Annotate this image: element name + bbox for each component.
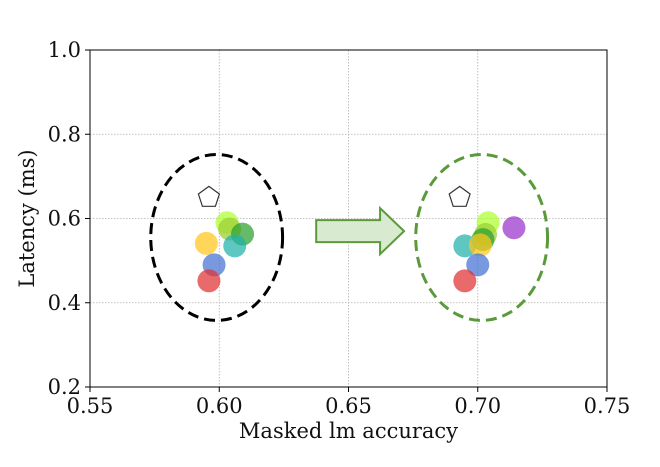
pentagon-markers [197, 185, 471, 207]
x-axis-title: Masked lm accuracy [239, 419, 458, 443]
y-tick-label: 1.0 [48, 38, 81, 62]
y-tick-label: 0.8 [48, 122, 81, 146]
pentagon-marker-before [197, 185, 221, 207]
data-point-after [453, 269, 477, 293]
y-axis-title: Latency (ms) [15, 149, 39, 287]
cluster-ellipses [149, 152, 550, 322]
axis-ticks: 0.55 0.60 0.65 0.70 0.75 0.2 0.4 0.6 0.8 1.0 [48, 38, 631, 418]
y-tick-label: 0.6 [48, 207, 81, 231]
arrow-shape [315, 205, 406, 257]
x-tick-label: 0.55 [67, 394, 114, 418]
cluster-ellipse-after [414, 152, 550, 322]
transition-arrow [315, 205, 406, 257]
data-point-after [466, 253, 490, 277]
data-point-before [197, 269, 221, 293]
x-tick-label: 0.75 [584, 394, 631, 418]
data-point-after [468, 233, 492, 257]
data-points [194, 211, 526, 293]
x-tick-label: 0.65 [325, 394, 372, 418]
cluster-ellipse-before [149, 152, 285, 322]
x-tick-label: 0.60 [196, 394, 243, 418]
data-point-before [194, 231, 218, 255]
y-tick-label: 0.2 [48, 375, 81, 399]
y-tick-label: 0.4 [48, 291, 81, 315]
x-tick-label: 0.70 [454, 394, 501, 418]
pentagon-marker-after [448, 185, 471, 207]
data-point-after [502, 216, 526, 240]
data-point-before [223, 234, 247, 258]
grid-lines [90, 50, 607, 387]
